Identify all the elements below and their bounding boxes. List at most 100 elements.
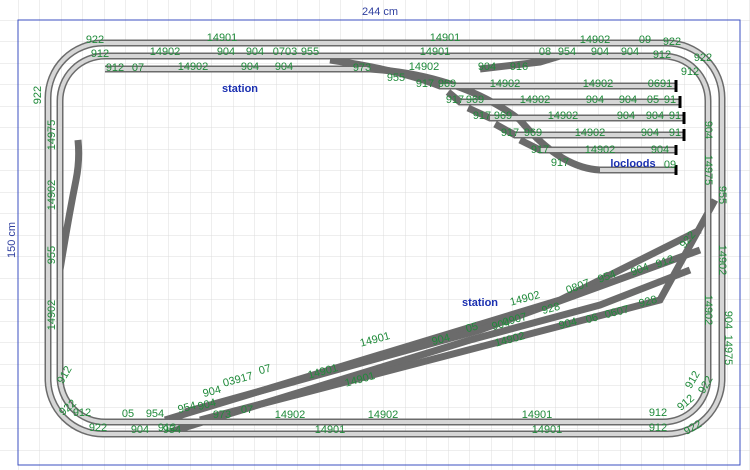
track-part-label: 14901: [522, 409, 553, 421]
track-part-label: 904: [617, 110, 635, 122]
track-part-label: 91: [669, 110, 681, 122]
track-part-label: 917: [473, 110, 491, 122]
track-part-label: 904: [621, 46, 639, 58]
track-part-label: 14901: [315, 424, 346, 436]
track-part-label: 954: [163, 424, 181, 436]
track-part-label: 928: [638, 294, 659, 310]
track-part-label: 969: [466, 94, 484, 106]
track-part-label: 904: [246, 46, 264, 58]
track-part-label: 969: [524, 127, 542, 139]
outer-center: [46, 41, 724, 436]
track-part-label: 922: [32, 86, 44, 104]
track-part-label: 904: [641, 127, 659, 139]
track-part-label: 917: [531, 144, 549, 156]
buffer-stops: [674, 80, 686, 175]
track-part-label: 904: [131, 424, 149, 436]
depot-label: locloods: [610, 158, 655, 170]
track-part-label: 14901: [420, 46, 451, 58]
track-part-label: 07: [616, 304, 631, 319]
track-part-label: 904: [275, 61, 293, 73]
track-part-label: 904: [619, 94, 637, 106]
track-part-label: 14902: [368, 409, 399, 421]
track-part-label: 912: [681, 66, 699, 78]
track-part-label: 14902: [409, 61, 440, 73]
track-part-label: 917: [416, 78, 434, 90]
track-part-label: 904: [431, 332, 452, 348]
track-part-label: 912: [106, 62, 124, 74]
track-part-label: 14902: [702, 295, 714, 326]
track-part-label: 955: [387, 72, 405, 84]
track-part-label: 969: [438, 78, 456, 90]
track-part-label: 969: [494, 110, 512, 122]
track-part-label: 928: [541, 301, 562, 317]
track-part-label: 912: [158, 422, 176, 434]
track-part-label: 955: [46, 246, 58, 264]
track-part-label: 922: [86, 34, 104, 46]
track-part-label: 14975: [702, 155, 714, 186]
track-part-label: 14902: [548, 110, 579, 122]
track-part-label: 912: [649, 407, 667, 419]
track-part-label: 912: [653, 49, 671, 61]
width-label: 244 cm: [362, 6, 398, 18]
track-centers: [105, 67, 684, 172]
track-part-label: 904: [722, 311, 734, 329]
track-part-label: 955: [716, 186, 728, 204]
track-part-label: 14902: [583, 78, 614, 90]
station-label: station: [462, 297, 498, 309]
track-part-label: 14975: [722, 335, 734, 366]
track-part-label: 904: [646, 110, 664, 122]
track-part-label: 917: [446, 94, 464, 106]
track-part-label: 14975: [46, 120, 58, 151]
track-part-label: 954: [146, 408, 164, 420]
track-part-label: 904: [586, 94, 604, 106]
track-part-label: 14901: [532, 424, 563, 436]
height-label: 150 cm: [6, 222, 18, 258]
diagonal-4: [199, 198, 719, 424]
track-part-label: 954: [177, 400, 198, 416]
track-part-label: 91: [669, 127, 681, 139]
track-part-label: 14902: [46, 180, 58, 211]
track-part-label: 904: [591, 46, 609, 58]
track-part-label: 904: [478, 61, 496, 73]
track-part-label: 904: [651, 144, 669, 156]
track-part-label: 917: [551, 157, 569, 169]
track-part-label: 09: [639, 34, 651, 46]
left-crossover: [56, 139, 83, 271]
diagonal-3: [184, 246, 702, 416]
track-part-label: 916: [510, 61, 528, 73]
track-part-label: 06: [585, 312, 600, 327]
track-part-label: 14902: [275, 409, 306, 421]
track-part-label: 14902: [716, 245, 728, 276]
track-part-label: 954: [558, 46, 576, 58]
track-part-label: 05: [122, 408, 134, 420]
track-part-label: 904: [197, 397, 218, 413]
track-part-label: 14902: [150, 46, 181, 58]
track-part-label: 904: [217, 46, 235, 58]
track-part-label: 07: [258, 363, 273, 378]
track-part-label: 14901: [207, 32, 238, 44]
track-part-label: 904: [629, 261, 650, 279]
track-part-label: 09: [664, 159, 676, 171]
track-part-label: 904: [491, 317, 512, 333]
track-part-label: 91: [664, 94, 676, 106]
track-part-label: 922: [89, 422, 107, 434]
track-part-label: 14902: [575, 127, 606, 139]
inner-center: [58, 54, 710, 424]
track-part-label: 904: [702, 121, 714, 139]
track-part-label: 07: [132, 62, 144, 74]
track-part-label: 912: [649, 422, 667, 434]
track-part-label: 14902: [490, 78, 521, 90]
track-part-label: 917: [501, 127, 519, 139]
track-part-label: 06: [604, 307, 619, 322]
track-part-label: 904: [241, 61, 259, 73]
track-part-label: 14902: [585, 144, 616, 156]
track-part-label: 14902: [178, 61, 209, 73]
track-part-label: 955: [301, 46, 319, 58]
track-part-label: 14901: [430, 32, 461, 44]
track-part-label: 05: [465, 321, 480, 336]
track-part-label: 973: [353, 62, 371, 74]
track-part-label: 14902: [46, 300, 58, 331]
track-part-label: 973: [213, 409, 231, 421]
track-part-label: 904: [202, 384, 223, 400]
